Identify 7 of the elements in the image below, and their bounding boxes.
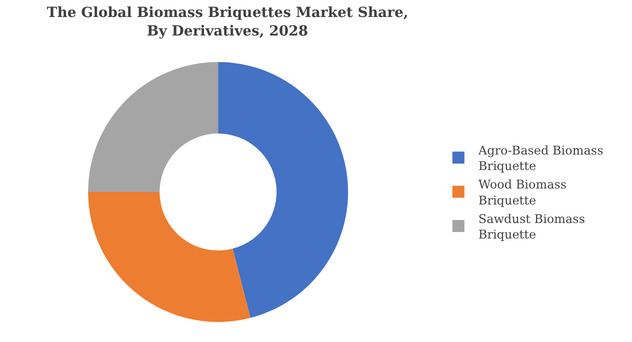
legend-label: Sawdust Biomass Briquette <box>478 212 585 242</box>
donut-slice <box>88 192 250 322</box>
donut-slice <box>88 62 218 192</box>
legend-label: Agro-Based Biomass Briquette <box>477 143 604 174</box>
chart-title: The Global Biomass Briquettes Market Share, By Derivatives, 2028 <box>46 5 408 40</box>
legend-label: Wood Biomass Briquette <box>478 178 567 208</box>
donut-slice <box>218 62 348 318</box>
